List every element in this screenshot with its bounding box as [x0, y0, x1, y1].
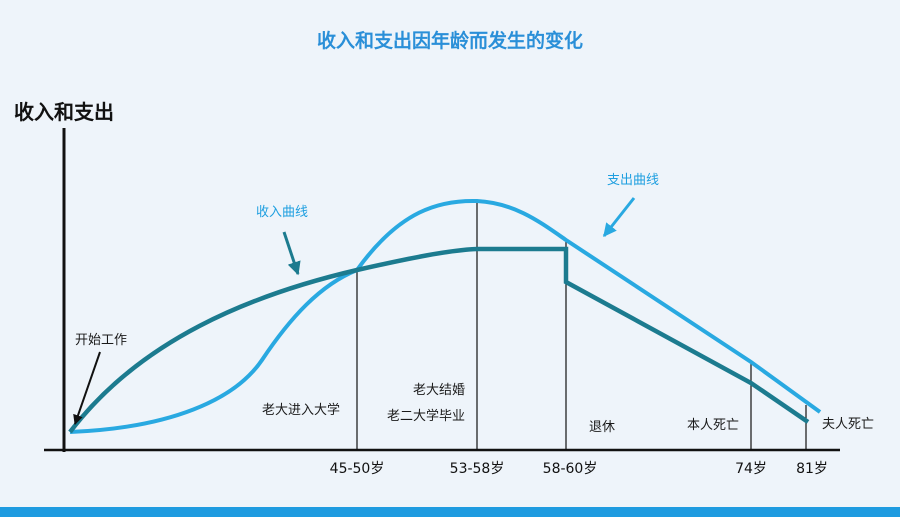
x-tick-label: 81岁: [796, 461, 828, 477]
income-curve: [68, 246, 810, 434]
bottom-bar: [0, 507, 900, 517]
annotation-retire: 退休: [589, 420, 615, 435]
x-tick-label: 45-50岁: [330, 461, 385, 477]
annotation-spouse-death: 夫人死亡: [822, 417, 874, 432]
x-tick-label: 58-60岁: [543, 461, 598, 477]
start-work-arrow: [73, 351, 101, 425]
expense-curve-arrow: [602, 197, 636, 238]
annotation-start-work: 开始工作: [75, 333, 127, 348]
chart-title: 收入和支出因年龄而发生的变化: [317, 29, 583, 52]
annotation-self-death: 本人死亡: [687, 418, 739, 433]
x-tick-label: 53-58岁: [450, 461, 505, 477]
x-tick-label: 74岁: [735, 461, 767, 477]
annotation-second-graduate: 老二大学毕业: [387, 408, 465, 424]
expense-curve-label: 支出曲线: [607, 173, 659, 188]
annotation-eldest-college: 老大进入大学: [262, 402, 340, 418]
y-axis-label: 收入和支出: [14, 100, 114, 124]
income-curve-label: 收入曲线: [256, 205, 308, 220]
income-curve-arrow: [282, 231, 301, 276]
annotation-eldest-marry: 老大结婚: [413, 383, 465, 398]
